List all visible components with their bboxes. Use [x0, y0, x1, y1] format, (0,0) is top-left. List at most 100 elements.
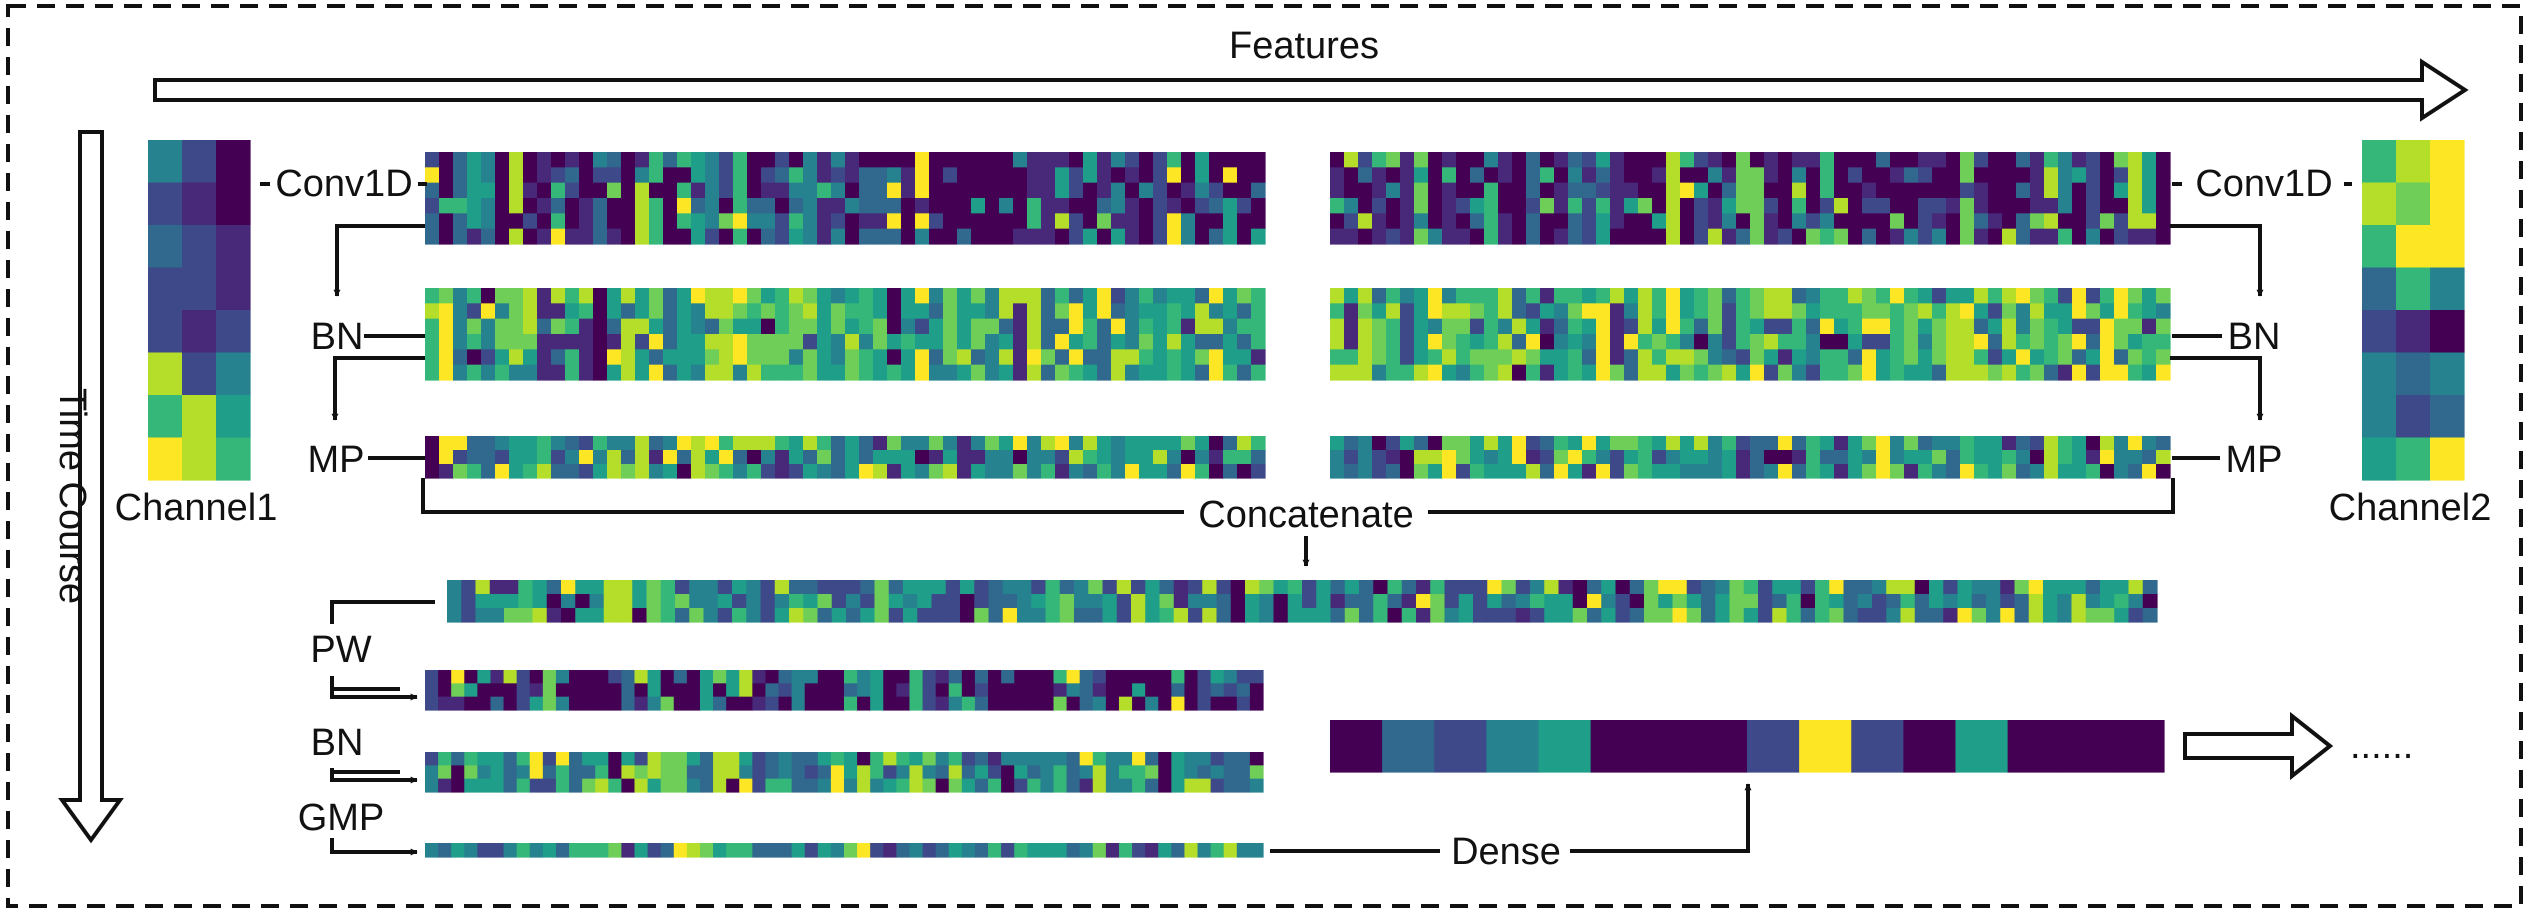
feature-cell — [845, 364, 860, 381]
feature-cell — [1666, 349, 1681, 366]
feature-cell — [551, 167, 566, 184]
feature-cell — [621, 436, 636, 451]
feature-cell — [971, 228, 986, 245]
feature-cell — [857, 765, 871, 780]
feature-cell — [1554, 334, 1569, 350]
feature-cell — [859, 464, 874, 479]
feature-cell — [2156, 364, 2171, 381]
feature-cell — [1053, 765, 1068, 780]
feature-cell — [2058, 213, 2073, 230]
feature-cell — [582, 696, 596, 711]
feature-cell — [1013, 228, 1028, 245]
feature-cell — [1330, 228, 1345, 245]
feature-cell — [477, 765, 492, 780]
feature-cell — [2156, 167, 2171, 184]
feature-cell — [1386, 349, 1401, 366]
feature-cell — [929, 334, 944, 350]
feature-cell — [1400, 436, 1415, 451]
feature-cell — [438, 778, 452, 793]
feature-cell — [1083, 152, 1098, 168]
feature-cell — [817, 436, 832, 451]
feature-cell — [2016, 228, 2031, 245]
feature-cell — [1596, 464, 1611, 479]
feature-cell — [1554, 213, 1569, 230]
feature-cell — [705, 167, 720, 184]
feature-cell — [2114, 228, 2129, 245]
feature-cell — [1045, 608, 1061, 623]
feature-cell — [1223, 464, 1238, 479]
feature-cell — [739, 696, 753, 711]
feature-cell — [1876, 318, 1891, 335]
feature-cell — [922, 670, 937, 684]
feature-cell — [1876, 152, 1891, 168]
feature-cell — [2156, 464, 2171, 479]
feature-cell — [873, 334, 888, 350]
feature-cell — [774, 580, 790, 595]
feature-cell — [621, 450, 636, 465]
feature-cell — [575, 608, 591, 623]
feature-cell — [518, 594, 534, 609]
feature-cell — [1092, 765, 1107, 780]
feature-cell — [1069, 364, 1084, 381]
feature-cell — [1484, 318, 1499, 335]
feature-cell — [1988, 182, 2003, 199]
feature-cell — [1652, 450, 1667, 465]
feature-cell — [2030, 182, 2045, 199]
feature-cell — [760, 608, 776, 623]
feature-cell — [691, 349, 706, 366]
feature-cell — [1843, 594, 1859, 609]
feature-cell — [733, 213, 748, 230]
feature-cell — [883, 683, 897, 698]
feature-cell — [1624, 152, 1639, 168]
feature-cell — [551, 450, 566, 465]
feature-cell — [607, 318, 622, 335]
feature-cell — [1041, 436, 1056, 451]
feature-cell — [929, 167, 944, 184]
feature-cell — [2142, 182, 2157, 199]
feature-cell — [537, 334, 552, 350]
feature-cell — [1145, 752, 1159, 766]
feature-cell — [817, 182, 832, 199]
feature-cell — [831, 608, 847, 623]
feature-cell — [2030, 288, 2045, 304]
feature-cell — [1223, 364, 1238, 381]
feature-cell — [475, 594, 491, 609]
feature-cell — [830, 752, 845, 766]
feature-cell — [467, 318, 482, 335]
feature-cell — [960, 594, 975, 609]
feature-cell — [1680, 182, 1695, 199]
feature-cell — [608, 778, 623, 793]
feature-cell — [804, 696, 819, 711]
feature-cell — [1209, 349, 1224, 366]
feature-cell — [1197, 696, 1212, 711]
feature-cell — [859, 334, 874, 350]
feature-cell — [565, 436, 580, 451]
feature-cell — [1638, 436, 1653, 451]
feature-cell — [2114, 152, 2129, 168]
feature-cell — [2128, 198, 2143, 214]
feature-cell — [509, 213, 524, 230]
feature-cell — [988, 683, 1002, 698]
feature-cell — [1102, 594, 1118, 609]
feature-cell — [425, 288, 440, 304]
feature-cell — [719, 436, 734, 451]
feature-cell — [2057, 608, 2073, 623]
feature-cell — [1624, 349, 1639, 366]
feature-cell — [618, 608, 633, 623]
bn-to-mp-arrow-right — [2170, 356, 2264, 421]
feature-cell — [1638, 334, 1653, 350]
feature-cell — [1568, 288, 1583, 304]
feature-cell — [733, 436, 748, 451]
feature-cell — [1792, 364, 1807, 381]
feature-cell — [425, 843, 439, 858]
feature-cell — [1330, 167, 1345, 184]
feature-cell — [1069, 182, 1084, 199]
feature-cell — [929, 288, 944, 304]
feature-cell — [1236, 670, 1251, 684]
heatmap-cell — [2362, 437, 2397, 481]
feature-cell — [915, 464, 930, 479]
feature-cell — [1820, 167, 1835, 184]
feature-cell — [1097, 364, 1112, 381]
feature-cell — [857, 696, 871, 711]
feature-cell — [675, 594, 690, 609]
